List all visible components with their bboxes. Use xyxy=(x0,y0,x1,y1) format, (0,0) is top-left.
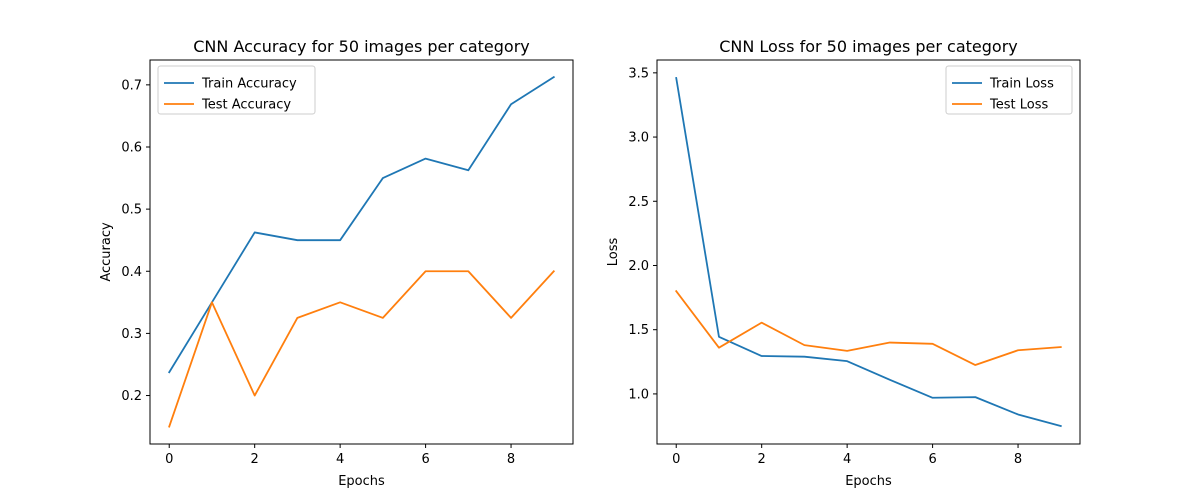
accuracy-y-tick-label: 0.4 xyxy=(121,265,142,280)
accuracy-chart-title: CNN Accuracy for 50 images per category xyxy=(193,37,530,56)
loss-y-tick-label: 2.0 xyxy=(628,259,649,274)
accuracy-legend-label-train-accuracy: Train Accuracy xyxy=(201,77,297,92)
accuracy-y-tick-label: 0.5 xyxy=(121,203,142,218)
accuracy-x-tick-label: 8 xyxy=(507,452,515,467)
loss-test-loss-line xyxy=(674,289,1062,366)
accuracy-x-ticks: 0 2 4 6 8 xyxy=(165,444,515,467)
accuracy-y-tick-label: 0.2 xyxy=(121,389,142,404)
loss-legend-label-train-loss: Train Loss xyxy=(989,77,1054,92)
loss-y-axis-label: Loss xyxy=(606,238,621,267)
accuracy-y-ticks: 0.2 0.3 0.4 0.5 0.6 0.7 xyxy=(121,78,150,404)
loss-x-ticks: 0 2 4 6 8 xyxy=(672,444,1022,467)
loss-x-tick-label: 8 xyxy=(1014,452,1022,467)
accuracy-train-accuracy-line xyxy=(167,75,556,374)
accuracy-y-tick-label: 0.7 xyxy=(121,78,142,93)
accuracy-chart: CNN Accuracy for 50 images per category … xyxy=(99,37,574,489)
accuracy-legend-box xyxy=(157,65,316,115)
accuracy-plot-area xyxy=(167,75,556,428)
loss-plot-area xyxy=(674,76,1062,428)
accuracy-y-tick-label: 0.3 xyxy=(121,327,142,342)
accuracy-x-tick-label: 2 xyxy=(251,452,259,467)
loss-y-ticks: 1.0 1.5 2.0 2.5 3.0 3.5 xyxy=(628,66,657,402)
loss-y-tick-label: 1.0 xyxy=(628,387,649,402)
loss-legend-label-test-loss: Test Loss xyxy=(989,98,1048,113)
accuracy-y-tick-label: 0.6 xyxy=(121,140,142,155)
loss-x-tick-label: 6 xyxy=(928,452,936,467)
loss-y-tick-label: 1.5 xyxy=(628,323,649,338)
accuracy-test-accuracy-line xyxy=(168,269,556,428)
accuracy-x-tick-label: 0 xyxy=(165,452,173,467)
loss-plot-frame xyxy=(656,59,1081,445)
loss-x-tick-label: 2 xyxy=(758,452,766,467)
loss-y-tick-label: 2.5 xyxy=(628,195,649,210)
loss-train-loss-line xyxy=(675,76,1062,428)
loss-x-axis-label: Epochs xyxy=(845,474,892,489)
loss-x-tick-label: 0 xyxy=(672,452,680,467)
accuracy-legend: Train Accuracy Test Accuracy xyxy=(157,65,316,115)
accuracy-x-tick-label: 4 xyxy=(336,452,344,467)
loss-legend-box xyxy=(945,65,1073,115)
loss-legend: Train Loss Test Loss xyxy=(945,65,1073,115)
loss-chart-title: CNN Loss for 50 images per category xyxy=(719,37,1018,56)
accuracy-plot-frame xyxy=(149,59,574,445)
accuracy-x-axis-label: Epochs xyxy=(338,474,385,489)
accuracy-legend-label-test-accuracy: Test Accuracy xyxy=(201,98,291,113)
loss-x-tick-label: 4 xyxy=(843,452,851,467)
loss-chart: CNN Loss for 50 images per category Epoc… xyxy=(606,37,1081,489)
accuracy-x-tick-label: 6 xyxy=(421,452,429,467)
loss-y-tick-label: 3.0 xyxy=(628,131,649,146)
accuracy-y-axis-label: Accuracy xyxy=(99,222,114,282)
loss-y-tick-label: 3.5 xyxy=(628,66,649,81)
